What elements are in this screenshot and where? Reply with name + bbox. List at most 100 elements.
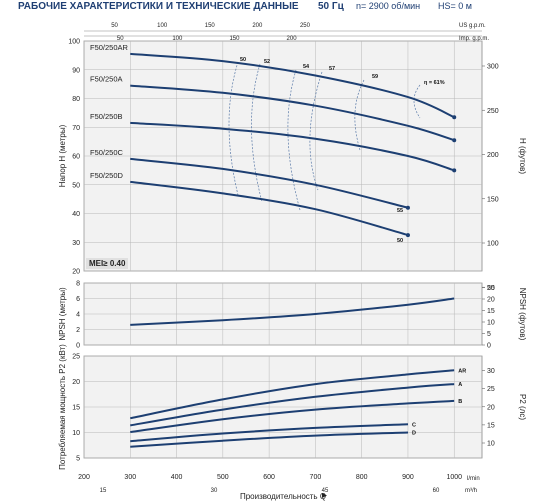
y-tick-label: 5 — [76, 456, 80, 463]
usgpm-tick-label: 150 — [205, 23, 216, 29]
axis-ticks: 2030405060708090100501001502002503000246… — [68, 23, 498, 494]
series-line-f50-250a — [130, 84, 455, 142]
frequency-label: 50 Гц — [318, 1, 345, 12]
x-tick-label: 700 — [310, 474, 322, 481]
usgpm-tick-label: 250 — [300, 23, 311, 29]
right-tick-label: 20 — [487, 297, 495, 304]
y-tick-label: 50 — [72, 182, 80, 189]
right-tick-label: 300 — [487, 64, 499, 71]
series-line-c — [130, 423, 409, 443]
head-axis-label: Напор H (метры) — [58, 124, 67, 187]
efficiency-label-50: 50 — [240, 57, 246, 63]
efficiency-label-54: 54 — [303, 64, 310, 70]
chart-title: РАБОЧИЕ ХАРАКТЕРИСТИКИ И ТЕХНИЧЕСКИЕ ДАН… — [18, 1, 299, 12]
right-tick-label: 150 — [487, 196, 499, 203]
right-tick-label: 5 — [487, 331, 491, 338]
x-tick-label: 200 — [78, 474, 90, 481]
x-tick-label: 900 — [402, 474, 414, 481]
usgpm-tick-label: 50 — [111, 23, 118, 29]
efficiency-arcs — [228, 61, 421, 211]
series-end-point — [405, 233, 410, 238]
speed-label: n= 2900 об/мин — [356, 1, 420, 11]
x-tick-label-m3h: 60 — [433, 488, 440, 494]
mei-label: MEI≥ 0.40 — [89, 259, 126, 268]
x-tick-label: 1000 — [446, 474, 462, 481]
series-label: F50/250B — [90, 112, 123, 121]
right-tick-label: 15 — [487, 422, 495, 429]
efficiency-label-50-right: 50 — [397, 238, 403, 244]
x-tick-label-m3h: 30 — [211, 488, 218, 494]
impgpm-tick-label: 50 — [117, 36, 124, 42]
efficiency-label-61: η = 61% — [424, 80, 445, 86]
y-tick-label: 40 — [72, 211, 80, 218]
suction-head-label: HS= 0 м — [438, 1, 472, 11]
series-label: B — [458, 399, 462, 405]
head-feet-axis-label: H (футов) — [518, 138, 527, 174]
efficiency-arc-54 — [287, 69, 301, 211]
series-end-point — [452, 115, 457, 120]
y-tick-label: 60 — [72, 154, 80, 161]
right-tick-label: 50 — [487, 285, 495, 292]
m3h-unit-label: m³/h — [465, 488, 477, 494]
y-tick-label: 90 — [72, 67, 80, 74]
y-tick-label: 8 — [76, 281, 80, 288]
efficiency-arc-59 — [354, 79, 365, 151]
y-tick-label: 10 — [72, 430, 80, 437]
series-line-f50-250ar — [130, 52, 455, 119]
power-axis-label: Потребляемая мощность P2 (кВт) — [58, 344, 67, 470]
right-tick-label: 0 — [487, 343, 491, 350]
right-tick-label: 15 — [487, 308, 495, 315]
impgpm-tick-label: 100 — [172, 36, 183, 42]
y-tick-label: 2 — [76, 327, 80, 334]
series-end-point — [405, 205, 410, 210]
x-tick-label-m3h: 15 — [100, 488, 107, 494]
impgpm-tick-label: 200 — [287, 36, 298, 42]
npsh-axis-label: NPSH (метры) — [58, 287, 67, 341]
series-layer — [130, 52, 457, 448]
x-tick-label: 800 — [356, 474, 368, 481]
x-tick-label: 300 — [124, 474, 136, 481]
x-tick-label-m3h: 45 — [322, 488, 329, 494]
x-axis-arrow-icon — [322, 493, 327, 498]
series-line-f50-250d — [130, 180, 409, 237]
efficiency-arc-61 — [413, 84, 421, 119]
series-line-f50-250c — [130, 157, 409, 209]
efficiency-arc-52 — [251, 63, 263, 203]
efficiency-label-59: 59 — [372, 74, 378, 80]
x-tick-label: 500 — [217, 474, 229, 481]
right-tick-label: 200 — [487, 152, 499, 159]
series-line-f50-250b — [130, 121, 455, 172]
y-tick-label: 15 — [72, 405, 80, 412]
series-label: F50/250D — [90, 171, 124, 180]
series-label: F50/250C — [90, 148, 124, 157]
series-line-a — [130, 383, 455, 427]
npsh-feet-axis-label: NPSH (футов) — [518, 288, 527, 341]
y-tick-label: 20 — [72, 379, 80, 386]
grid-lines — [83, 40, 482, 459]
y-tick-label: 20 — [72, 269, 80, 276]
x-axis-label: Производительность Q — [240, 492, 326, 501]
y-tick-label: 100 — [68, 39, 80, 46]
x-tick-label: 400 — [171, 474, 183, 481]
series-end-point — [452, 138, 457, 143]
efficiency-label-57: 57 — [329, 66, 335, 72]
efficiency-label-55-right: 55 — [397, 208, 403, 214]
series-label: D — [412, 431, 416, 437]
series-label: C — [412, 422, 416, 428]
right-tick-label: 100 — [487, 241, 499, 248]
efficiency-arc-57 — [309, 71, 323, 191]
series-label: F50/250A — [90, 75, 123, 84]
series-label: A — [458, 382, 462, 388]
series-line-ar — [130, 369, 455, 420]
y-tick-label: 6 — [76, 296, 80, 303]
impgpm-unit-label: Imp. g.p.m. — [459, 36, 489, 42]
usgpm-unit-label: US g.p.m. — [459, 23, 486, 29]
power-hp-axis-label: P2 (лс) — [518, 394, 527, 420]
usgpm-tick-label: 100 — [157, 23, 168, 29]
efficiency-arc-50 — [228, 61, 239, 196]
x-tick-label: 600 — [263, 474, 275, 481]
series-line-b — [130, 399, 455, 433]
right-tick-label: 25 — [487, 386, 495, 393]
series-line — [130, 297, 455, 326]
curve-labels: F50/250AR F50/250A F50/250B F50/250C F50/250… — [90, 43, 466, 437]
